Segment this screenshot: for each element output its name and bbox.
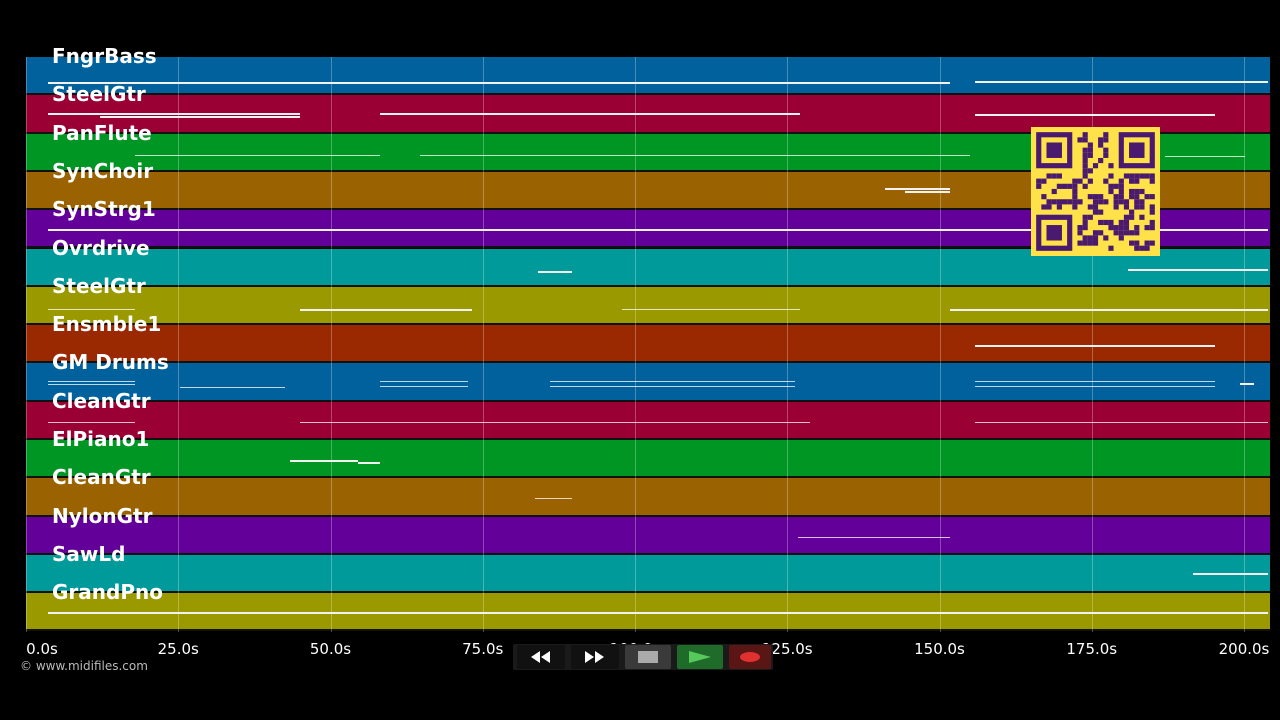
note-segment (905, 190, 950, 193)
note-segment (622, 308, 800, 310)
stop-icon (638, 651, 658, 663)
track-lane (26, 363, 1270, 402)
track-lane (26, 440, 1270, 479)
play-icon (689, 651, 711, 663)
note-segment (620, 113, 800, 116)
note-segment (975, 386, 1215, 388)
note-segment (535, 498, 572, 500)
note-segment (975, 114, 1215, 117)
track-label: CleanGtr (52, 465, 151, 490)
time-tick-label: 0.0s (26, 640, 58, 658)
note-segment (550, 386, 795, 388)
note-segment (950, 308, 1268, 311)
note-segment (180, 387, 285, 389)
note-segment (358, 462, 380, 464)
track-label: SynStrg1 (52, 197, 156, 222)
note-segment (48, 113, 300, 116)
stop-button[interactable] (625, 645, 671, 669)
track-label: FngrBass (52, 44, 157, 68)
track-lane (26, 516, 1270, 555)
note-segment (1240, 383, 1254, 386)
time-tick-label: 25.0s (157, 640, 199, 658)
track-lane (26, 286, 1270, 326)
grid-line (26, 57, 27, 632)
note-segment (1128, 268, 1268, 271)
track-lane (26, 554, 1270, 594)
grid-line (1091, 57, 1093, 632)
note-segment (48, 229, 1268, 232)
note-segment (135, 154, 380, 156)
track-lane (26, 401, 1270, 440)
grid-line (787, 57, 789, 632)
track-label: NylonGtr (52, 503, 153, 528)
track-label: SteelGtr (52, 273, 146, 298)
track-label: Ensmble1 (52, 312, 162, 337)
note-segment (1165, 155, 1245, 157)
note-segment (48, 421, 135, 423)
track-label: Ovrdrive (52, 235, 150, 260)
note-segment (300, 421, 810, 423)
fast-forward-icon (585, 651, 604, 663)
grid-line (178, 57, 180, 632)
note-segment (300, 308, 472, 311)
grid-line (482, 57, 484, 632)
note-segment (48, 612, 1268, 615)
time-tick-label: 200.0s (1218, 640, 1270, 658)
track-label: PanFlute (52, 120, 152, 145)
rewind-button[interactable] (517, 645, 565, 669)
time-tick-label: 150.0s (914, 640, 965, 658)
note-segment (798, 536, 950, 538)
time-tick-label: 175.0s (1066, 640, 1118, 658)
track-label: SteelGtr (52, 82, 146, 107)
track-label: CleanGtr (52, 388, 151, 413)
note-segment (48, 308, 135, 310)
time-tick-label: 50.0s (309, 640, 352, 658)
note-segment (48, 384, 135, 386)
note-segment (48, 82, 950, 84)
qr-code[interactable] (1031, 127, 1160, 256)
grid-line (635, 57, 636, 632)
play-button[interactable] (677, 645, 723, 669)
record-button[interactable] (729, 645, 771, 669)
fast-forward-button[interactable] (571, 645, 619, 669)
record-icon (740, 652, 760, 662)
note-segment (975, 381, 1215, 383)
note-segment (380, 386, 468, 388)
time-tick-label: 125.0s (761, 640, 813, 658)
note-segment (380, 113, 620, 116)
track-label: ElPiano1 (52, 427, 150, 451)
grid-line (939, 57, 941, 632)
track-label: GM Drums (52, 350, 169, 375)
transport-bar (513, 644, 773, 670)
grid-line (1244, 57, 1245, 632)
note-segment (975, 345, 1215, 348)
track-lane (26, 57, 1270, 96)
note-segment (1193, 572, 1268, 575)
note-segment (420, 154, 970, 156)
track-label: SynChoir (52, 158, 154, 183)
note-segment (380, 381, 468, 383)
note-segment (975, 81, 1268, 83)
track-lane (26, 478, 1270, 517)
note-segment (48, 381, 135, 383)
grid-line (330, 57, 332, 632)
rewind-icon (531, 651, 550, 663)
track-label: SawLd (52, 541, 126, 566)
note-segment (100, 116, 300, 119)
time-tick-label: 75.0s (462, 640, 504, 658)
note-segment (290, 460, 358, 462)
track-lane (26, 325, 1270, 364)
note-segment (550, 381, 795, 383)
note-segment (538, 270, 572, 273)
copyright-text: © www.midifiles.com (20, 659, 148, 673)
note-segment (885, 187, 950, 190)
note-segment (975, 421, 1268, 423)
track-label: GrandPno (52, 580, 163, 605)
